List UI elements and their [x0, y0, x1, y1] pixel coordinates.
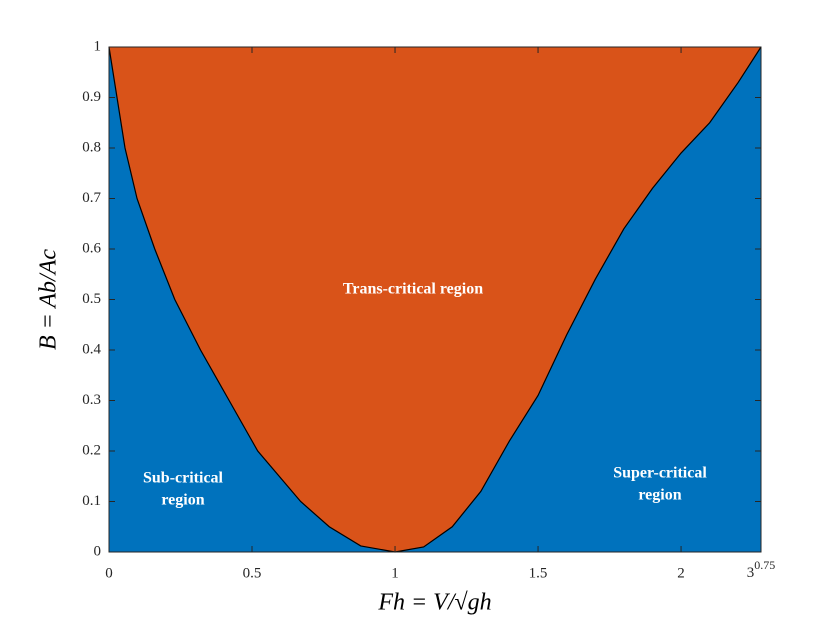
- y-tick-label: 0.3: [82, 392, 101, 408]
- x-tick-label: 1: [391, 565, 399, 581]
- y-tick-label: 0.9: [82, 89, 101, 105]
- y-tick-label: 0.2: [82, 442, 101, 458]
- y-tick-label: 0.6: [82, 240, 101, 256]
- x-tick-label: 2: [677, 565, 685, 581]
- tick-superscript: 0.75: [754, 558, 775, 572]
- annotation: Trans-critical region: [343, 281, 483, 298]
- x-axis-label: Fh = V/√gh: [377, 590, 491, 616]
- annotation: region: [638, 487, 681, 504]
- plot-frame: [108, 46, 762, 553]
- x-tick-label: 0.5: [243, 565, 262, 581]
- annotation: Sub-critical: [143, 470, 224, 487]
- tick-base: 3: [747, 565, 755, 581]
- boundary-line: [108, 46, 762, 553]
- y-axis-label: B = Ab/Ac: [36, 249, 62, 350]
- y-tick-label: 0.7: [82, 190, 101, 206]
- x-tick-label: 0: [105, 565, 113, 581]
- area: [109, 47, 761, 552]
- y-tick-label: 0.4: [82, 341, 101, 357]
- annotation: Super-critical: [613, 465, 707, 482]
- x-tick-label: 1.5: [529, 565, 548, 581]
- annotation: region: [161, 492, 204, 509]
- x-tick-label: 30.75: [747, 558, 776, 582]
- y-tick-label: 0.8: [82, 139, 101, 155]
- y-tick-label: 0.5: [82, 291, 101, 307]
- y-tick-label: 1: [94, 38, 102, 54]
- y-tick-label: 0.1: [82, 493, 101, 509]
- y-tick-label: 0: [94, 543, 102, 559]
